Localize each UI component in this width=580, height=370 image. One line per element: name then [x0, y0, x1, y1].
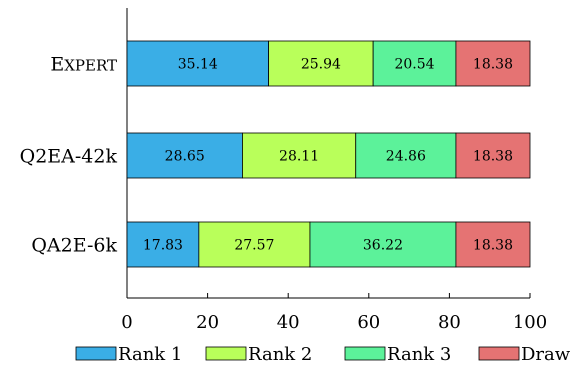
- x-tick-label: 100: [513, 312, 547, 333]
- bar-segment: [126, 40, 270, 87]
- bar-segment: [268, 40, 374, 87]
- legend-label: Rank 1: [118, 344, 182, 365]
- category-label: Q2EA-42k: [20, 146, 118, 168]
- bar-value-label: 18.38: [473, 149, 513, 165]
- category-labels: EXPERT Q2EA-42k QA2E-6k: [20, 54, 118, 257]
- bar-segment: [455, 221, 531, 268]
- bar-value-label: 28.65: [165, 149, 205, 165]
- bar-value-label: 18.38: [473, 238, 513, 254]
- bar-segment: [355, 132, 457, 179]
- legend-label: Rank 3: [387, 344, 451, 365]
- legend: Rank 1 Rank 2 Rank 3 Draw: [75, 344, 571, 365]
- bar-segment: [242, 132, 357, 179]
- bar-value-label: 24.86: [386, 149, 426, 165]
- legend-label: Draw: [521, 344, 571, 365]
- bar-segment: [372, 40, 457, 87]
- x-tick-label: 20: [196, 312, 219, 333]
- bar-segment: [126, 221, 200, 268]
- bar-segment: [455, 132, 531, 179]
- x-tick-label: 40: [277, 312, 300, 333]
- bar-value-label: 17.83: [143, 238, 183, 254]
- bar-segment: [309, 221, 457, 268]
- bars: 35.14 25.94 20.54 18.38 28.65 28.11 24.86 18.38…: [126, 40, 531, 268]
- legend-swatch: [344, 346, 386, 361]
- legend-swatch: [205, 346, 247, 361]
- bar-value-label: 25.94: [301, 57, 341, 73]
- bar-value-label: 28.11: [279, 149, 319, 165]
- bar-value-label: 27.57: [234, 238, 274, 254]
- x-ticks: 0 20 40 60 80 100: [121, 293, 547, 333]
- x-tick-label: 80: [438, 312, 461, 333]
- category-label: EXPERT: [50, 54, 117, 76]
- bar-value-label: 18.38: [473, 57, 513, 73]
- bar-value-label: 20.54: [394, 57, 434, 73]
- bar-value-label: 35.14: [178, 57, 218, 73]
- bar-segment: [198, 221, 311, 268]
- category-label: QA2E-6k: [31, 235, 117, 257]
- bar-segment: [455, 40, 531, 87]
- legend-label: Rank 2: [248, 344, 312, 365]
- bar-value-label: 36.22: [363, 238, 403, 254]
- x-tick-label: 60: [357, 312, 380, 333]
- legend-swatch: [75, 346, 117, 361]
- legend-swatch: [478, 346, 520, 361]
- x-tick-label: 0: [121, 312, 132, 333]
